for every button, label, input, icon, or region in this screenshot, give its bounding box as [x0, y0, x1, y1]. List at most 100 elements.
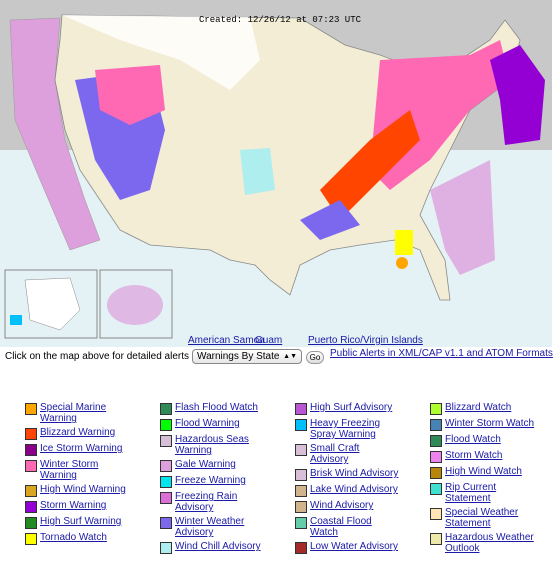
legend-link[interactable]: High Surf Advisory	[310, 402, 393, 413]
legend-swatch	[25, 517, 37, 529]
legend-item: Winter Storm Warning	[25, 459, 150, 481]
legend-swatch	[295, 419, 307, 431]
legend-link[interactable]: Rip Current Statement	[445, 482, 497, 504]
legend-link[interactable]: Wind Advisory	[310, 500, 374, 511]
legend-item: Ice Storm Warning	[25, 443, 150, 456]
legend-link[interactable]: High Wind Warning	[40, 484, 126, 495]
legend-item: Rip Current Statement	[430, 482, 555, 504]
legend-item: Winter Weather Advisory	[160, 516, 285, 538]
legend-column: Flash Flood Watch Flood Warning Hazardous …	[160, 402, 285, 557]
legend-link[interactable]: Freezing Rain Advisory	[175, 491, 238, 513]
alaska	[24, 277, 81, 331]
legend-link[interactable]: Flood Warning	[175, 418, 240, 429]
legend-link[interactable]: Low Water Advisory	[310, 541, 398, 552]
legend-link[interactable]: Lake Wind Advisory	[310, 484, 398, 495]
legend-link[interactable]: Tornado Watch	[40, 532, 107, 543]
legend-swatch	[430, 467, 442, 479]
legend-item: Flood Warning	[160, 418, 285, 431]
legend-link[interactable]: Small Craft Advisory	[310, 443, 360, 465]
tornado-watch-area	[395, 230, 413, 255]
legend-link[interactable]: Storm Watch	[445, 450, 503, 461]
legend-swatch	[160, 419, 172, 431]
prompt: Click on the map above for detailed aler…	[5, 351, 201, 362]
legend-item: Blizzard Warning	[25, 427, 150, 440]
blizzard-warning-area	[320, 110, 420, 220]
legend-link[interactable]: Special Weather Statement	[445, 507, 519, 529]
legend-swatch	[160, 517, 172, 529]
hawaii-marine-zones	[107, 285, 163, 325]
legend-link[interactable]: Coastal Flood Watch	[310, 516, 372, 538]
legend-link[interactable]: Blizzard Warning	[40, 427, 116, 438]
legend-item: Storm Watch	[430, 450, 555, 463]
legend-swatch	[25, 501, 37, 513]
legend-item: Hazardous Seas Warning	[160, 434, 285, 456]
legend-link[interactable]: Flash Flood Watch	[175, 402, 258, 413]
legend-link[interactable]: Winter Weather Advisory	[175, 516, 245, 538]
legend-link[interactable]: Ice Storm Warning	[40, 443, 123, 454]
legend-link[interactable]: Hazardous Seas Warning	[175, 434, 249, 456]
legend-column: High Surf Advisory Heavy Freezing Spray W…	[295, 402, 420, 557]
legend-item: Freeze Warning	[160, 475, 285, 488]
legend-swatch	[25, 428, 37, 440]
legend-swatch	[430, 483, 442, 495]
legend-link[interactable]: High Surf Warning	[40, 516, 122, 527]
legend-swatch	[160, 435, 172, 447]
map-link[interactable]: Guam	[255, 335, 283, 346]
storm-warning-area	[490, 45, 545, 145]
legend-item: Tornado Watch	[25, 532, 150, 545]
go-button[interactable]: Go	[306, 351, 324, 364]
legend-swatch	[430, 508, 442, 520]
legend-item: High Surf Advisory	[295, 402, 420, 415]
wind-chill-advisory-area	[240, 148, 275, 195]
legend-link[interactable]: Hazardous Weather Outlook	[445, 532, 534, 554]
legend-swatch	[295, 517, 307, 529]
legend-swatch	[295, 444, 307, 456]
legend-swatch	[160, 460, 172, 472]
legend-link[interactable]: Flood Watch	[445, 434, 501, 445]
legend-item: Storm Warning	[25, 500, 150, 513]
winter-weather-advisory-area	[300, 200, 360, 240]
legend-swatch	[160, 542, 172, 554]
legend-swatch	[430, 419, 442, 431]
legend-link[interactable]: Heavy Freezing Spray Warning	[310, 418, 381, 440]
legend-item: Winter Storm Watch	[430, 418, 555, 431]
map-link[interactable]: Puerto Rico/Virgin Islands	[308, 335, 423, 346]
legend-link[interactable]: Gale Warning	[175, 459, 236, 470]
legend-link[interactable]: Winter Storm Watch	[445, 418, 535, 429]
legend-swatch	[295, 485, 307, 497]
pacific-marine-zones	[9, 17, 101, 251]
legend-item: Small Craft Advisory	[295, 443, 420, 465]
legend-item: Hazardous Weather Outlook	[430, 532, 555, 554]
legend-link[interactable]: Blizzard Watch	[445, 402, 512, 413]
legend-link[interactable]: High Wind Watch	[445, 466, 522, 477]
legend-link[interactable]: Special Marine Warning	[40, 402, 107, 424]
legend-swatch	[160, 403, 172, 415]
legend-item: Brisk Wind Advisory	[295, 468, 420, 481]
legend-swatch	[25, 444, 37, 456]
legend-column: Blizzard Watch Winter Storm Watch Flood Wa…	[430, 402, 555, 557]
map-link[interactable]: American Samoa	[188, 335, 265, 346]
timestamp: Created: 12/26/12 at 07:23 UTC	[199, 15, 362, 25]
legend-link[interactable]: Freeze Warning	[175, 475, 246, 486]
legend-swatch	[25, 403, 37, 415]
feed-link[interactable]: Public Alerts in XML/CAP v1.1 and ATOM F…	[330, 348, 553, 359]
legend-swatch	[160, 476, 172, 488]
legend-swatch	[295, 542, 307, 554]
legend-item: Flood Watch	[430, 434, 555, 447]
legend-link[interactable]: Brisk Wind Advisory	[310, 468, 399, 479]
legend-link[interactable]: Winter Storm Warning	[40, 459, 99, 481]
legend-swatch	[430, 451, 442, 463]
special-marine-warning-area	[396, 257, 408, 269]
legend-swatch	[25, 485, 37, 497]
legend-link[interactable]: Wind Chill Advisory	[175, 541, 261, 552]
legend-swatch	[25, 533, 37, 545]
legend-item: Blizzard Watch	[430, 402, 555, 415]
legend-link[interactable]: Storm Warning	[40, 500, 107, 511]
legend-item: High Wind Warning	[25, 484, 150, 497]
legend-swatch	[430, 435, 442, 447]
state-select[interactable]: Warnings By State ▲▼	[192, 349, 302, 364]
select-arrow: ▲▼	[283, 353, 297, 360]
alert-map[interactable]: Created: 12/26/12 at 07:23 UTC	[0, 0, 552, 347]
legend-item: Flash Flood Watch	[160, 402, 285, 415]
